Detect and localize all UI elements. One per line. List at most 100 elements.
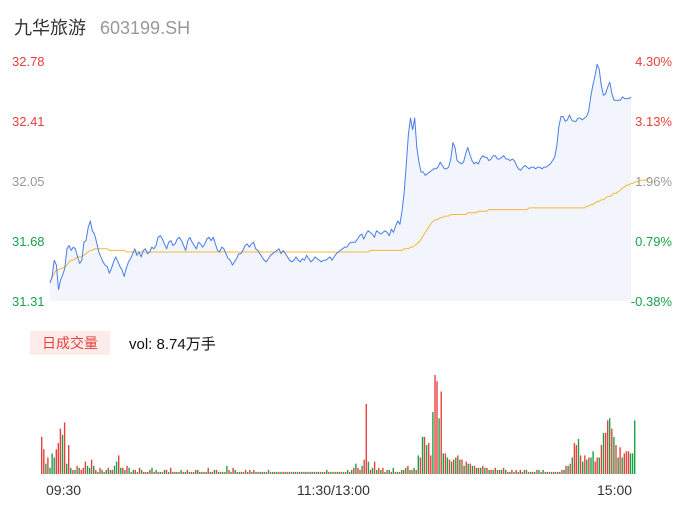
volume-bar: [317, 471, 320, 474]
volume-bar: [467, 463, 469, 474]
volume-bar: [332, 471, 334, 474]
volume-bar: [267, 469, 270, 474]
volume-bar: [201, 471, 203, 474]
volume-bar: [124, 469, 126, 474]
volume-bar: [126, 465, 128, 475]
volume-bar: [534, 471, 536, 474]
volume-bar: [59, 428, 62, 474]
volume-bar: [140, 469, 143, 474]
volume-bar: [165, 469, 168, 474]
volume-bar: [521, 471, 523, 474]
volume-bar: [272, 471, 274, 474]
volume-bar: [109, 469, 112, 474]
volume-bar: [41, 436, 43, 474]
volume-bar: [340, 471, 342, 474]
volume-bar: [115, 461, 118, 474]
volume-bar: [494, 467, 496, 474]
volume-bar: [552, 471, 555, 474]
price-lines-layer: [49, 63, 651, 291]
volume-bar: [63, 422, 66, 474]
volume-bar: [103, 471, 105, 474]
volume-bar: [105, 469, 107, 474]
volume-bar: [236, 471, 238, 474]
volume-bar: [409, 469, 411, 474]
volume-bar: [396, 471, 399, 474]
volume-bar: [49, 467, 51, 474]
volume-bar: [86, 465, 89, 475]
volume-bar: [415, 469, 417, 474]
volume-bar: [111, 469, 114, 474]
volume-bar: [492, 469, 494, 474]
volume-bar: [609, 418, 611, 474]
volume-bar: [334, 471, 336, 474]
volume-bar: [515, 469, 517, 474]
volume-bar: [120, 467, 122, 474]
volume-bar: [361, 465, 363, 475]
volume-bar: [631, 453, 634, 474]
volume-bar: [249, 469, 251, 474]
volume-bar: [405, 467, 407, 474]
volume-bar: [517, 471, 519, 474]
volume-bar: [261, 471, 263, 474]
volume-bars-layer: [41, 375, 636, 475]
volume-bar: [274, 471, 276, 474]
volume-bar: [82, 467, 84, 474]
volume-bar: [351, 469, 353, 474]
volume-bar: [324, 471, 326, 474]
stock-name: 九华旅游: [14, 18, 86, 38]
volume-bar: [430, 455, 432, 474]
volume-bar: [222, 471, 224, 474]
volume-bar: [569, 463, 571, 474]
volume-bar: [80, 469, 82, 474]
volume-bar: [70, 467, 72, 474]
volume-bar: [215, 469, 218, 474]
volume-bar: [301, 471, 303, 474]
volume-bar: [47, 457, 49, 474]
volume-bar: [311, 471, 313, 474]
volume-bar: [99, 467, 101, 474]
volume-bar: [224, 471, 226, 474]
volume-bar: [184, 471, 186, 474]
volume-bar: [496, 469, 499, 474]
volume-bar: [588, 457, 590, 474]
volume-bar: [240, 471, 243, 474]
price-area-fill: [50, 64, 631, 301]
y-right-label: 4.30%: [635, 54, 672, 69]
volume-bar: [450, 461, 453, 474]
volume-bar: [471, 465, 474, 475]
volume-bar: [282, 471, 284, 474]
volume-bar: [155, 469, 157, 474]
volume-bar: [145, 471, 147, 474]
volume-bar: [238, 471, 241, 474]
volume-bar: [367, 461, 370, 474]
volume-bar: [134, 469, 136, 474]
volume-bar: [369, 469, 372, 474]
volume-bar: [519, 469, 521, 474]
volume-bar: [197, 469, 199, 474]
y-left-label: 31.31: [12, 294, 45, 309]
volume-bar: [586, 459, 588, 474]
volume-bar: [97, 471, 99, 474]
volume-bar: [157, 471, 159, 474]
volume-bar: [213, 469, 216, 474]
volume-bar: [461, 459, 463, 474]
volume-bar: [342, 471, 345, 474]
volume-bar: [613, 436, 615, 474]
volume-bar: [253, 469, 255, 474]
volume-bar: [577, 438, 580, 474]
volume-bar: [623, 453, 625, 474]
volume-bar: [348, 471, 351, 474]
volume-bar: [373, 461, 376, 474]
volume-bar: [594, 461, 596, 474]
volume-bar: [554, 471, 557, 474]
volume-bar: [188, 471, 191, 474]
volume-bar: [619, 447, 621, 474]
y-left-label: 31.68: [12, 234, 45, 249]
volume-bar: [219, 471, 222, 474]
volume-bar: [598, 457, 600, 474]
volume-bar: [505, 469, 507, 474]
volume-bar: [255, 471, 257, 474]
volume-bar: [615, 445, 617, 474]
volume-bar: [473, 465, 476, 475]
